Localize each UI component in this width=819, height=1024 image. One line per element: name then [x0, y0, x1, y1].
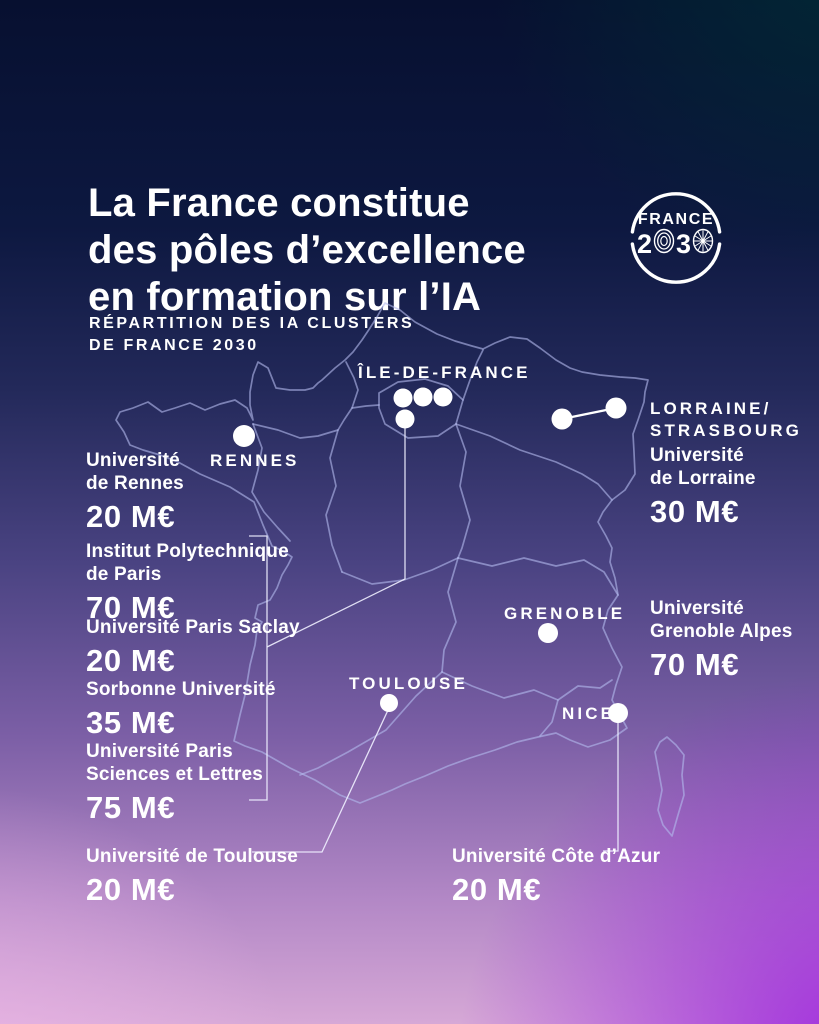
cluster-name: Université de Toulouse [86, 846, 299, 867]
logo-zero-rays-icon [692, 228, 714, 260]
region-border-grand-est-south [455, 423, 613, 501]
cluster-entry-sorbonne: Sorbonne Université 35 M€ [86, 678, 276, 741]
logo-zero-fingerprint-icon [653, 228, 675, 260]
corsica-outline [654, 736, 685, 837]
city-label-lorraine-line1: LORRAINE/ [650, 399, 772, 418]
logo-digit-3: 3 [676, 229, 692, 259]
logo-ring-icon [630, 192, 722, 284]
cluster-entry-psl: Université Paris Sciences et Lettres 75 … [86, 740, 263, 826]
region-border-aura-occitanie [441, 671, 613, 701]
city-dot-paris-4 [395, 409, 415, 429]
region-border-occitanie-paca [539, 699, 559, 737]
city-dot-grenoble [538, 623, 558, 643]
city-dot-strasbourg [605, 397, 627, 419]
region-border-na-occitanie [299, 671, 443, 776]
title-line-3: en formation sur l’IA [88, 275, 482, 319]
city-dot-paris-2 [413, 387, 433, 407]
cluster-amount: 75 M€ [86, 790, 176, 825]
cluster-name: Université [86, 450, 180, 471]
region-border-pays-de-loire [325, 429, 343, 573]
city-label-lorraine-line2: STRASBOURG [650, 421, 802, 440]
region-border-centre-south [341, 557, 459, 585]
connector-toulouse [252, 707, 390, 853]
city-dot-nice [608, 703, 628, 723]
city-dot-paris-3 [433, 387, 453, 407]
page-title: La France constitue des pôles d’excellen… [88, 180, 526, 321]
france-map-outline [115, 302, 649, 804]
cluster-entry-polytechnique: Institut Polytechnique de Paris 70 M€ [86, 540, 289, 626]
city-label-nice: NICE [562, 704, 616, 723]
cluster-name: Grenoble Alpes [650, 621, 793, 642]
region-border-bourgogne-aura [457, 557, 619, 596]
cluster-amount: 30 M€ [650, 494, 740, 529]
cluster-amount: 20 M€ [86, 872, 176, 907]
cluster-amount: 20 M€ [86, 499, 176, 534]
cluster-amount: 35 M€ [86, 705, 176, 740]
cluster-entry-toulouse: Université de Toulouse 20 M€ [86, 845, 298, 908]
region-border-normandy-idf [351, 404, 380, 409]
cluster-name: Institut Polytechnique [86, 541, 289, 562]
page-subtitle: RÉPARTITION DES IA CLUSTERS DE FRANCE 20… [89, 313, 414, 357]
cluster-amount: 20 M€ [86, 643, 176, 678]
subtitle-line-1: RÉPARTITION DES IA CLUSTERS [89, 315, 415, 332]
cluster-name: Université [650, 445, 744, 466]
region-border-normandy [252, 361, 359, 439]
cluster-entry-saclay: Université Paris Saclay 20 M€ [86, 616, 300, 679]
city-dot-toulouse [380, 694, 398, 712]
cluster-name: Université Paris Saclay [86, 617, 300, 638]
city-dot-lorraine [551, 408, 573, 430]
city-label-grenoble: GRENOBLE [504, 604, 626, 623]
cluster-name: de Rennes [86, 473, 184, 494]
connector-paris-bracket [249, 535, 268, 801]
cluster-entry-grenoble: Université Grenoble Alpes 70 M€ [650, 597, 793, 683]
city-dot-paris-1 [393, 388, 413, 408]
cluster-name: Sorbonne Université [86, 679, 276, 700]
cluster-name: Université [650, 598, 744, 619]
cluster-amount: 70 M€ [86, 590, 176, 625]
city-dot-rennes [233, 425, 255, 447]
cluster-name: Université Paris [86, 741, 233, 762]
cluster-name: Université Côte d’Azur [452, 846, 661, 867]
region-border-centre-bourgogne [455, 423, 471, 559]
connector-cote-azur [603, 722, 619, 852]
cluster-entry-lorraine: Université de Lorraine 30 M€ [650, 444, 756, 530]
cluster-entry-cote-azur: Université Côte d’Azur 20 M€ [452, 845, 660, 908]
city-label-ile-de-france: ÎLE-DE-FRANCE [358, 363, 531, 382]
city-label-rennes: RENNES [210, 451, 300, 470]
cluster-name: de Lorraine [650, 468, 756, 489]
region-border-hdf-grand-est [462, 349, 484, 401]
cluster-amount: 70 M€ [650, 647, 740, 682]
region-border-na-aura [441, 557, 459, 673]
city-label-lorraine-strasbourg: LORRAINE/ STRASBOURG [650, 398, 802, 442]
subtitle-line-2: DE FRANCE 2030 [89, 337, 259, 354]
city-label-toulouse: TOULOUSE [349, 674, 468, 693]
region-border-bretagne [251, 423, 291, 542]
logo-digit-2: 2 [636, 229, 652, 259]
connector-paris-to-list [266, 420, 406, 648]
cluster-name: de Paris [86, 564, 162, 585]
title-line-2: des pôles d’excellence [88, 228, 526, 272]
cluster-name: Sciences et Lettres [86, 764, 263, 785]
cluster-amount: 20 M€ [452, 872, 542, 907]
cluster-entry-rennes: Université de Rennes 20 M€ [86, 449, 184, 535]
title-line-1: La France constitue [88, 181, 470, 225]
logo-name: FRANCE [637, 211, 715, 228]
